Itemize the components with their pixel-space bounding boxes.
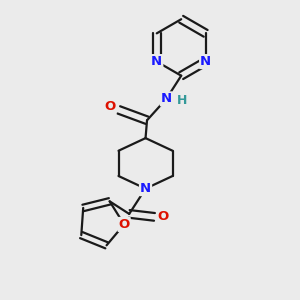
Text: O: O: [158, 210, 169, 224]
Text: O: O: [118, 218, 130, 231]
Text: O: O: [104, 100, 116, 113]
Text: N: N: [161, 92, 172, 105]
Text: N: N: [140, 182, 151, 195]
Text: N: N: [200, 55, 211, 68]
Text: H: H: [177, 94, 187, 107]
Text: N: N: [151, 55, 162, 68]
